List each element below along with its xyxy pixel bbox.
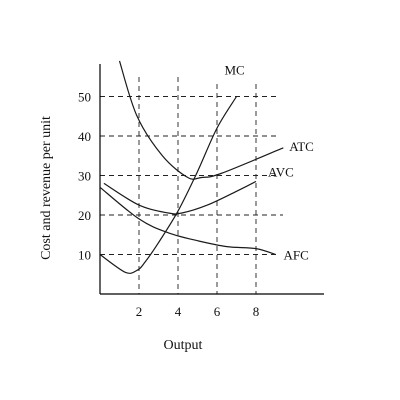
mc-curve: [99, 96, 238, 274]
x-tick-label: 2: [136, 304, 143, 319]
y-tick-label: 40: [78, 129, 91, 144]
x-tick-label: 8: [253, 304, 260, 319]
y-tick-label: 10: [78, 248, 91, 263]
mc-label: MC: [225, 63, 245, 78]
x-tick-label: 6: [214, 304, 221, 319]
afc-label: AFC: [284, 248, 309, 263]
avc-label: AVC: [268, 164, 294, 179]
y-tick-label: 20: [78, 208, 91, 223]
y-tick-label: 30: [78, 169, 91, 184]
curves: [99, 60, 284, 274]
afc-curve: [99, 186, 276, 256]
y-tick-label: 50: [78, 90, 91, 105]
curve-labels: MC ATC AVC AFC: [225, 63, 314, 263]
atc-label: ATC: [289, 139, 314, 154]
axes: [99, 64, 324, 295]
atc-curve: [118, 60, 284, 180]
tick-labels: 2 4 6 8 10 20 30 40 50: [78, 90, 259, 320]
avc-curve: [103, 180, 257, 215]
y-axis-title: Cost and revenue per unit: [39, 116, 54, 260]
x-axis-title: Output: [164, 338, 203, 353]
x-tick-label: 4: [175, 304, 182, 319]
